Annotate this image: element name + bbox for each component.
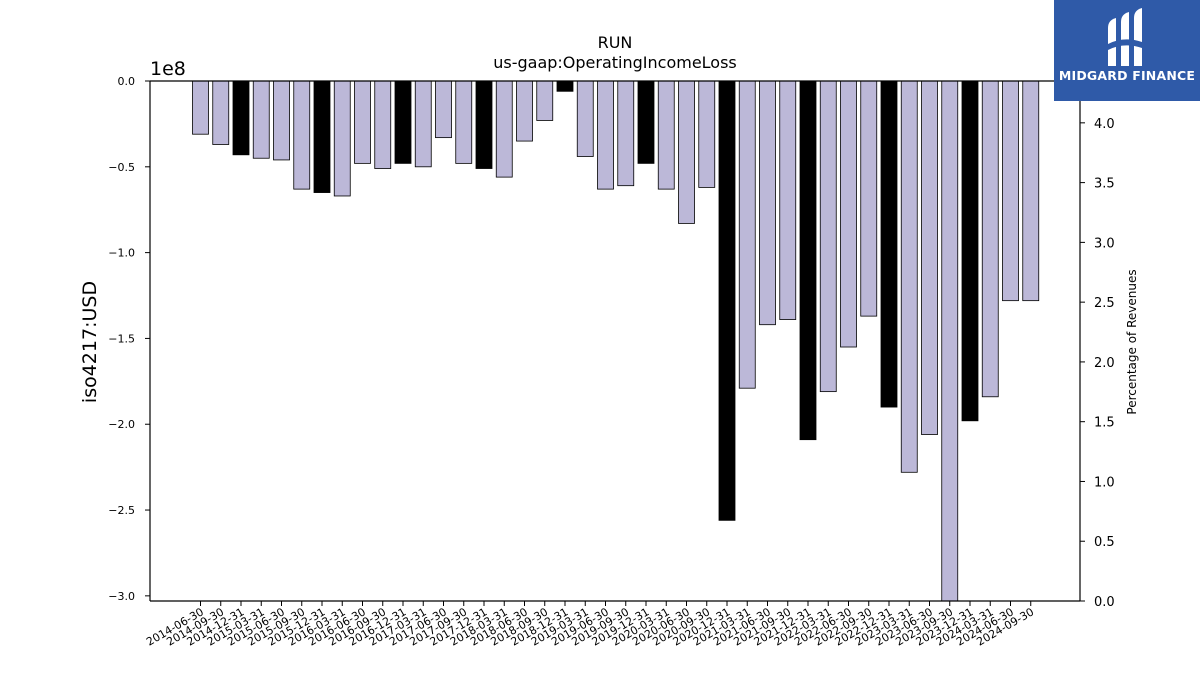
bar-2021-03-31: [738, 80, 756, 389]
bar-2014-09-30: [212, 80, 230, 145]
y-tick-label: −0.5: [108, 161, 135, 174]
bar-2020-09-30: [698, 80, 716, 188]
y2-tick-label: 0.5: [1094, 535, 1115, 550]
bar-2016-12-31: [394, 80, 412, 164]
bar-2020-12-31: [718, 80, 736, 521]
bar-2015-06-30: [273, 80, 290, 161]
y2-tick-label: 2.0: [1094, 356, 1115, 371]
y-offset-text: 1e8: [150, 58, 186, 80]
y2-tick-label: 2.5: [1094, 296, 1115, 311]
bar-2021-09-30: [779, 80, 797, 320]
bar-2024-06-30: [1002, 80, 1019, 302]
bar-2018-06-30: [516, 80, 533, 142]
bar-2019-06-30: [597, 80, 614, 190]
y-tick-label: 0.0: [118, 75, 136, 88]
bar-2014-06-30: [192, 80, 209, 135]
bars-group: [192, 80, 1040, 602]
bar-2017-09-30: [455, 80, 473, 164]
bar-2020-03-31: [657, 80, 675, 190]
y-tick-label: −1.5: [108, 332, 135, 345]
bar-2020-06-30: [678, 80, 695, 224]
y-tick-label: −1.0: [108, 247, 135, 260]
bar-2019-03-31: [576, 80, 594, 157]
bar-2016-03-31: [333, 80, 351, 197]
bar-2022-12-31: [880, 80, 898, 408]
bar-2021-06-30: [759, 80, 776, 326]
y2-tick-label: 3.5: [1094, 177, 1115, 192]
bar-2019-12-31: [637, 80, 655, 164]
bar-2019-09-30: [617, 80, 635, 187]
bar-2015-03-31: [252, 80, 270, 159]
bar-2016-09-30: [374, 80, 392, 169]
bar-2022-06-30: [840, 80, 857, 348]
bar-2016-06-30: [354, 80, 371, 164]
bar-2023-12-31: [961, 80, 979, 422]
y-tick-label: −2.0: [108, 418, 135, 431]
bar-2018-03-31: [495, 80, 513, 178]
bar-2022-03-31: [819, 80, 837, 393]
y2-tick-label: 4.0: [1094, 117, 1115, 132]
bar-2015-09-30: [293, 80, 311, 190]
y2-tick-label: 1.0: [1094, 475, 1115, 490]
y-tick-label: −3.0: [108, 590, 135, 603]
brand-logo: MIDGARD FINANCE: [1054, 0, 1200, 101]
axes-group: 0.0 −0.5 −1.0 −1.5 −2.0 −2.5 −3.0 0.0 0.5 1.0 1.5 2…: [108, 75, 1114, 649]
bar-2018-12-31: [556, 80, 574, 92]
bar-2023-03-31: [900, 80, 918, 473]
bar-2022-09-30: [860, 80, 878, 317]
bar-2023-09-30: [941, 80, 959, 602]
bar-2014-12-31: [232, 80, 250, 156]
bar-2018-09-30: [536, 80, 554, 121]
chart-title: RUN: [598, 33, 633, 52]
y-tick-label: −2.5: [108, 504, 135, 517]
bar-2017-12-31: [475, 80, 493, 169]
bar-2015-12-31: [313, 80, 331, 193]
y2-tick-label: 1.5: [1094, 416, 1115, 431]
midgard-logo-icon: [1108, 8, 1142, 66]
y-axis-label: iso4217:USD: [79, 281, 101, 403]
bar-2023-06-30: [921, 80, 938, 435]
bar-2024-09-30: [1022, 80, 1040, 302]
bar-2017-06-30: [435, 80, 452, 139]
chart-subtitle: us-gaap:OperatingIncomeLoss: [493, 53, 737, 72]
y2-tick-label: 0.0: [1094, 595, 1115, 610]
bar-2024-03-31: [981, 80, 999, 398]
bar-2017-03-31: [414, 80, 432, 168]
y2-axis-label: Percentage of Revenues: [1125, 269, 1139, 414]
y2-tick-label: 3.0: [1094, 236, 1115, 251]
bar-2021-12-31: [799, 80, 817, 441]
brand-name: MIDGARD FINANCE: [1058, 68, 1196, 83]
